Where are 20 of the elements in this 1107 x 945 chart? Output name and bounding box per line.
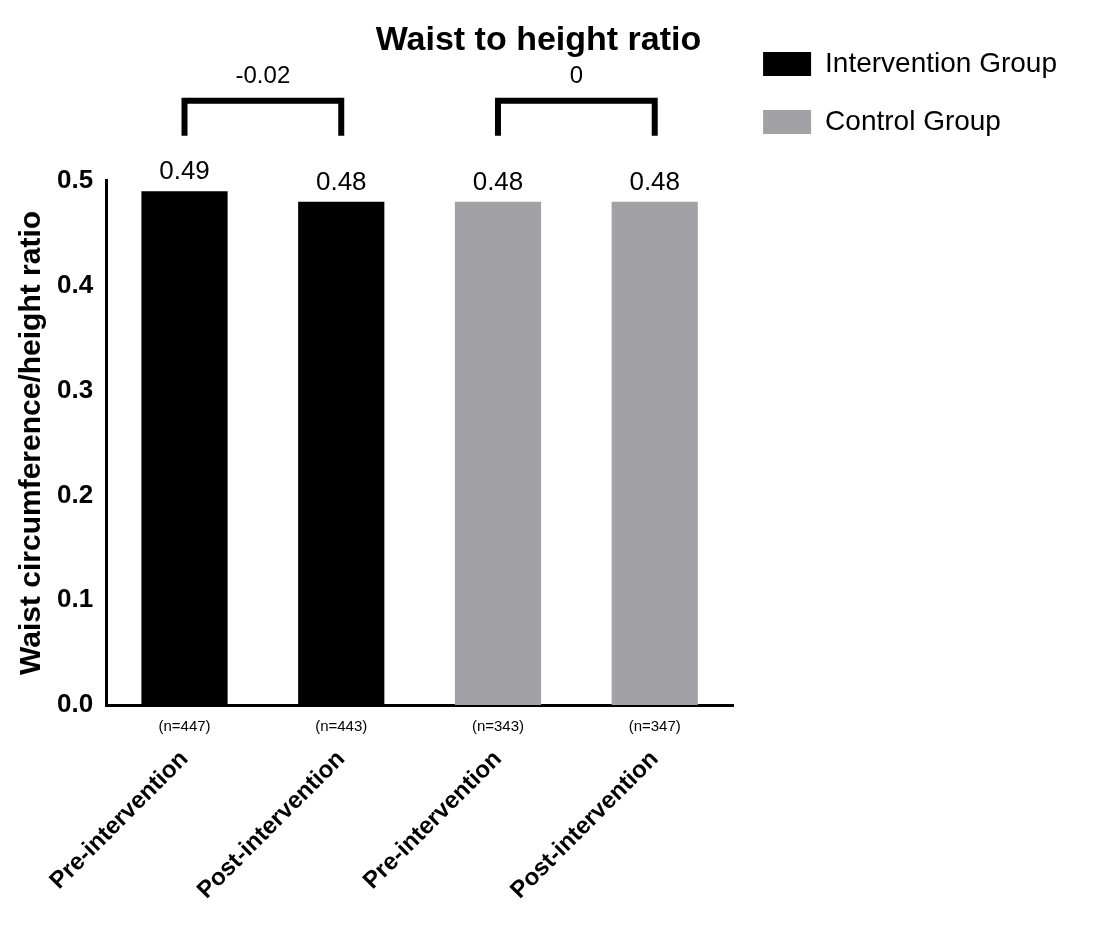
data-label: 0.48 xyxy=(472,165,524,196)
legend-label: Intervention Group xyxy=(825,46,1058,78)
text: 0 xyxy=(569,61,584,89)
y-tick-label: 0.1 xyxy=(56,583,94,614)
text: (n=343) xyxy=(471,716,525,734)
y-tick-label: 0.5 xyxy=(56,163,94,194)
chart-title: Waist to height ratio xyxy=(375,18,702,57)
text: (n=443) xyxy=(315,716,368,734)
y-tick-label: 0.2 xyxy=(56,478,94,509)
text: (n=347) xyxy=(628,716,681,734)
y-axis-title: Waist circumference/height ratio xyxy=(13,210,47,675)
data-label: 0.48 xyxy=(629,165,681,196)
y-tick-label: 0.0 xyxy=(56,688,94,719)
y-tick-label: 0.4 xyxy=(56,268,94,299)
text: -0.02 xyxy=(235,61,291,89)
data-label: 0.49 xyxy=(159,155,210,186)
legend-label: Control Group xyxy=(825,104,1001,136)
y-tick-label: 0.3 xyxy=(56,373,94,404)
text: (n=447) xyxy=(158,716,211,734)
data-label: 0.48 xyxy=(315,165,367,196)
